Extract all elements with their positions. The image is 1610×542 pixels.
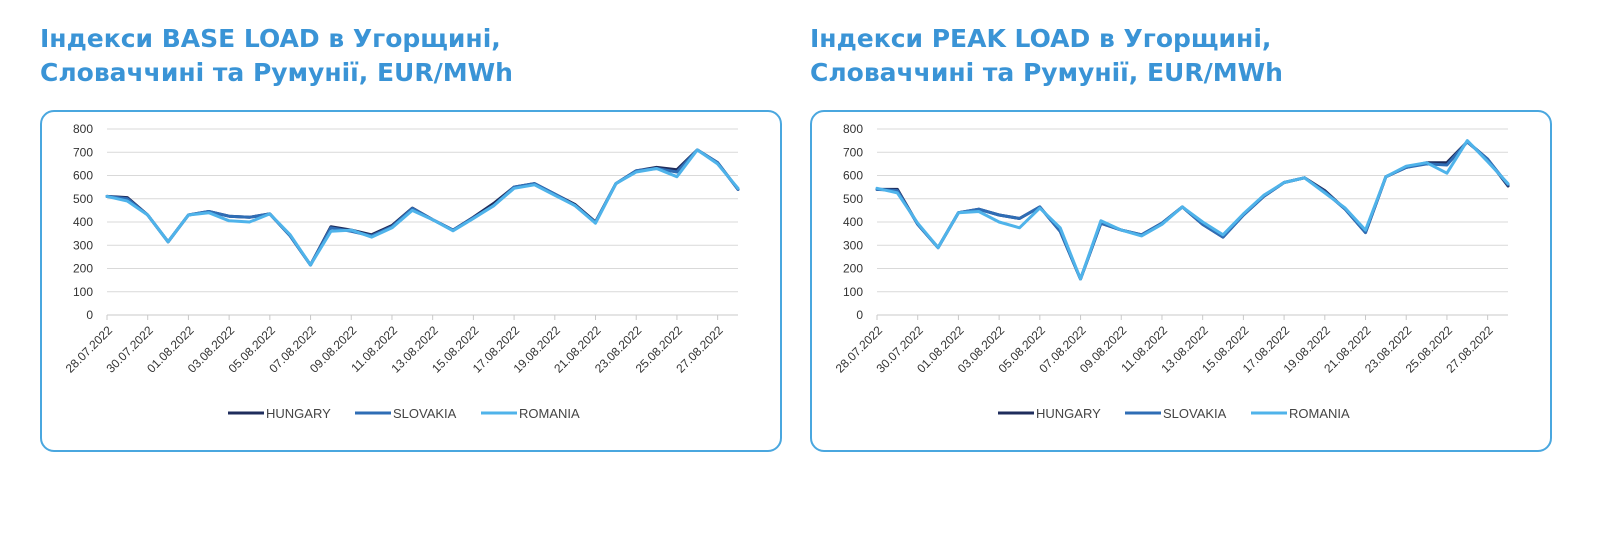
legend-label: SLOVAKIA [1163,406,1227,421]
y-tick-label: 700 [73,145,93,159]
chart-title-line-2: Словаччині та Румунії, EUR/MWh [810,58,1283,87]
y-tick-label: 300 [843,238,863,252]
y-tick-label: 400 [843,215,863,229]
y-tick-label: 0 [856,308,863,322]
chart-title: Індекси BASE LOAD в Угорщині, Словаччині… [40,22,740,90]
y-tick-label: 800 [843,122,863,136]
y-tick-label: 500 [73,192,93,206]
y-tick-label: 500 [843,192,863,206]
chart-title: Індекси PEAK LOAD в Угорщині, Словаччині… [810,22,1510,90]
series-line-hungary [105,148,740,267]
y-tick-label: 600 [843,169,863,183]
peak-load-line-chart: 010020030040050060070080028.07.202230.07… [833,122,1510,421]
legend-label: HUNGARY [1036,406,1101,421]
series-line-romania [875,139,1510,281]
y-tick-label: 100 [843,285,863,299]
y-tick-label: 200 [843,262,863,276]
y-tick-label: 700 [843,145,863,159]
legend-label: SLOVAKIA [393,406,457,421]
y-tick-label: 100 [73,285,93,299]
y-tick-label: 600 [73,169,93,183]
chart-frame [810,110,1552,452]
y-tick-label: 0 [86,308,93,322]
series-line-slovakia [105,148,740,267]
y-tick-label: 400 [73,215,93,229]
chart-title-line-2: Словаччині та Румунії, EUR/MWh [40,58,513,87]
legend-label: ROMANIA [1289,406,1350,421]
chart-title-line-1: Індекси BASE LOAD в Угорщині, [40,24,501,53]
y-tick-label: 800 [73,122,93,136]
chart-title-line-1: Індекси PEAK LOAD в Угорщині, [810,24,1272,53]
legend-label: HUNGARY [266,406,331,421]
y-tick-label: 300 [73,238,93,252]
series-line-slovakia [875,140,1510,281]
base-load-line-chart: 010020030040050060070080028.07.202230.07… [63,122,740,421]
series-line-romania [105,148,740,267]
legend-label: ROMANIA [519,406,580,421]
y-tick-label: 200 [73,262,93,276]
